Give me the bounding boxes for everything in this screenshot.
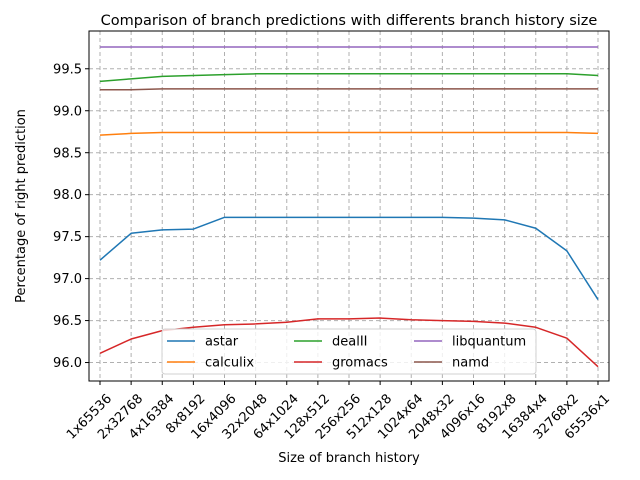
legend: astar calculix dealII gromacs libquantum namd [161,328,537,375]
y-tick-label: 97.0 [53,272,82,287]
y-axis-title: Percentage of right prediction [14,109,29,303]
legend-label-namd: namd [452,356,489,371]
y-tick-label: 97.5 [53,230,82,245]
legend-label-gromacs: gromacs [332,356,388,371]
y-ticks: 96.0 96.5 97.0 97.5 98.0 98.5 99.0 99.5 [53,62,89,371]
series-line-calculix [99,131,599,136]
series-line-dealII [99,73,599,83]
series-line-gromacs [99,317,599,368]
series-lines [99,46,599,368]
y-tick-label: 99.0 [53,104,82,119]
y-tick-label: 98.0 [53,188,82,203]
series-line-namd [100,88,598,91]
legend-label-libquantum: libquantum [452,335,526,350]
chart-title: Comparison of branch predictions with di… [101,13,598,29]
x-axis-title: Size of branch history [278,451,420,466]
legend-label-dealII: dealII [332,335,368,350]
y-tick-label: 96.0 [53,356,82,371]
series-line-astar [99,216,599,300]
y-tick-label: 96.5 [53,314,82,329]
y-tick-label: 99.5 [53,62,82,77]
x-ticks: 1x655362x327684x163848x819216x409632x204… [64,381,613,443]
y-tick-label: 98.5 [53,146,82,161]
legend-box [161,328,537,375]
legend-label-calculix: calculix [205,356,254,371]
legend-label-astar: astar [205,335,239,350]
